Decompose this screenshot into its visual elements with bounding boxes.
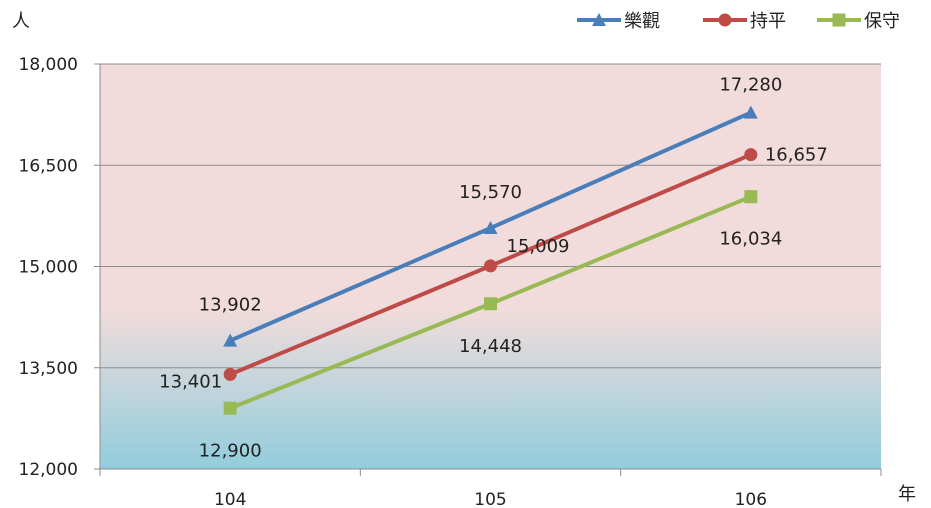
x-axis-unit: 年 [898,484,916,505]
data-point [483,221,498,235]
data-point [484,297,497,311]
y-tick-label: 13,500 [19,359,78,379]
y-tick-label: 18,000 [19,55,78,75]
data-label: 13,902 [199,295,262,316]
legend-label: 保守 [864,11,900,32]
data-label: 15,570 [459,182,522,203]
data-point [223,333,238,347]
legend-label: 持平 [750,11,786,32]
data-point [743,105,758,119]
data-point [484,259,497,273]
data-label: 16,034 [719,229,782,250]
data-point [744,148,758,162]
data-point [223,367,237,381]
legend: 樂觀 持平 保守 [577,11,900,32]
y-tick-label: 16,500 [19,156,78,176]
legend-marker [718,13,732,27]
data-label: 12,900 [199,440,262,461]
data-label: 15,009 [507,236,570,257]
legend-marker [832,13,846,27]
y-axis-unit: 人 [12,11,30,32]
data-label: 16,657 [765,145,828,166]
x-tick-label: 105 [474,490,506,508]
data-label: 13,401 [159,371,222,392]
data-point [744,190,758,204]
legend-label: 樂觀 [624,11,660,32]
legend-marker [592,13,606,26]
x-tick-label: 106 [735,490,767,508]
x-tick-label: 104 [214,490,246,508]
y-tick-label: 15,000 [19,258,78,278]
y-tick-label: 12,000 [19,460,78,480]
series-layer [223,105,758,415]
data-labels: 13,902 15,570 17,280 13,401 15,009 16,657 12,9… [159,75,828,462]
data-point [223,401,237,415]
axes: 12,000 13,500 15,000 16,500 18,000 104 105 106 [19,55,882,508]
data-label: 14,448 [459,336,522,357]
data-label: 17,280 [719,75,782,96]
